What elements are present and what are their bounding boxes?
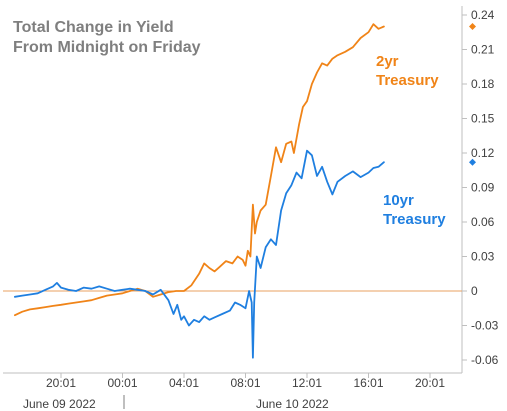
- y-tick-label: 0.24: [471, 8, 495, 22]
- series-label-10yr-line-2: Treasury: [383, 211, 446, 228]
- y-axis: 0.24 0.21 0.18 0.15 0.12 0.09 0.06 0.03 0 -0.03 -0…: [462, 8, 499, 367]
- y-tick-label: 0.03: [471, 250, 495, 264]
- chart-title-line-1: Total Change in Yield: [13, 19, 174, 36]
- y-tick-label: 0.09: [471, 181, 495, 195]
- y-tick-label: 0.21: [471, 43, 495, 57]
- x-tick-label: 00:01: [107, 376, 137, 390]
- series-line-2yr: [13, 23, 385, 317]
- y-tick-label: 0: [471, 284, 478, 298]
- y-tick-label: 0.06: [471, 215, 495, 229]
- x-tick-label: 08:01: [230, 376, 260, 390]
- series-label-2yr-line-1: 2yr: [376, 53, 399, 70]
- series-label-2yr-line-2: Treasury: [376, 72, 439, 89]
- x-dates: June 09 2022 June 10 2022: [23, 397, 329, 411]
- series-line-10yr: [13, 149, 385, 359]
- x-tick-label: 16:01: [353, 376, 383, 390]
- chart-title: Total Change in Yield From Midnight on F…: [13, 19, 201, 56]
- series-label-10yr: 10yr Treasury: [383, 192, 446, 228]
- x-date-june-09: June 09 2022: [23, 397, 96, 411]
- y-tick-label: -0.06: [471, 353, 499, 367]
- series-label-10yr-line-1: 10yr: [383, 192, 414, 209]
- end-marker-2yr: [469, 23, 476, 30]
- y-tick-label: 0.18: [471, 77, 495, 91]
- y-tick-label: 0.15: [471, 112, 495, 126]
- x-tick-label: 20:01: [46, 376, 76, 390]
- series-label-2yr: 2yr Treasury: [376, 53, 439, 89]
- y-tick-label: -0.03: [471, 319, 499, 333]
- plot-frame: [3, 6, 463, 409]
- chart-title-line-2: From Midnight on Friday: [13, 39, 201, 56]
- end-markers: [469, 23, 476, 166]
- series-layer: [13, 23, 385, 359]
- x-tick-label: 20:01: [415, 376, 445, 390]
- x-tick-label: 04:01: [169, 376, 199, 390]
- x-date-june-10: June 10 2022: [256, 397, 329, 411]
- x-tick-label: 12:01: [292, 376, 322, 390]
- y-tick-label: 0.12: [471, 146, 495, 160]
- x-axis: 20:01 00:01 04:01 08:01 12:01 16:01 20:01: [46, 373, 445, 390]
- end-marker-10yr: [469, 158, 476, 166]
